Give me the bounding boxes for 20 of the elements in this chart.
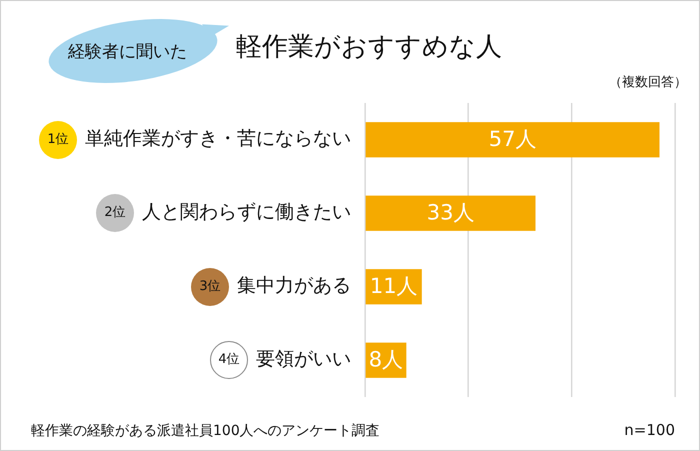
data-label: 8人 [368,348,404,372]
text: 4位 [218,352,240,368]
y-tick-label: 集中力がある [237,274,351,297]
bar [366,196,536,231]
text: n=100 [624,420,675,440]
bar [366,269,422,304]
text: 2位 [104,205,126,222]
y-tick-label: 人と関わらずに働きたい [142,201,351,224]
text: 1位 [47,132,69,148]
text: 3位 [199,278,221,295]
chart-title: 軽作業がおすすめな人 [236,31,502,64]
data-label: 33人 [426,200,474,225]
text: 経験者に聞いた [68,41,187,64]
y-tick-label: 要領がいい [256,348,351,370]
bar [366,122,660,158]
y-tick-label: 単純作業がすき・苦にならない [85,128,351,150]
text: 軽作業の経験がある派遣社員100人へのアンケート調査 [31,422,380,441]
text: （複数回答） [609,74,687,92]
data-label: 57人 [488,127,536,152]
data-label: 11人 [370,274,418,298]
